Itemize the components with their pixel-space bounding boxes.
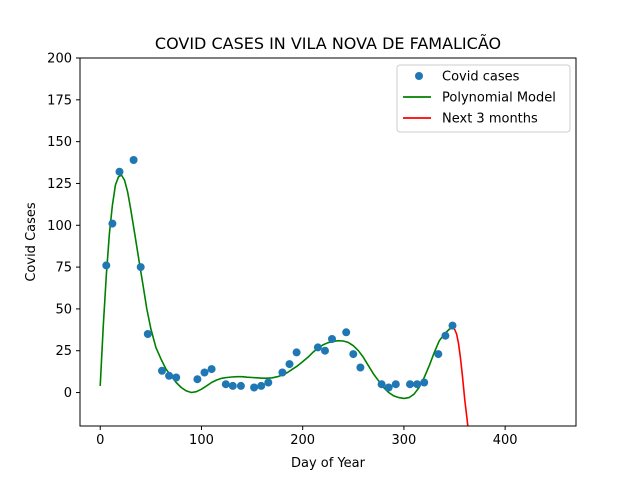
- x-tick-label: 0: [96, 433, 104, 448]
- x-axis: 0 100 200 300 400: [96, 426, 518, 448]
- data-point: [228, 381, 237, 390]
- data-point: [264, 378, 273, 387]
- data-point: [129, 156, 138, 164]
- data-point: [413, 380, 422, 389]
- data-point: [250, 383, 259, 392]
- data-point: [143, 330, 152, 338]
- x-tick-label: 200: [290, 433, 315, 448]
- data-point: [384, 383, 393, 392]
- chart-title: COVID CASES IN VILA NOVA DE FAMALICÃO: [155, 34, 501, 53]
- data-point: [349, 350, 358, 359]
- series-line-1: [453, 328, 469, 426]
- data-point: [257, 381, 266, 390]
- data-point: [321, 346, 329, 355]
- legend-label: Polynomial Model: [442, 91, 556, 106]
- data-point: [391, 380, 400, 389]
- x-axis-label: Day of Year: [291, 456, 366, 471]
- legend-label: Covid cases: [442, 70, 520, 85]
- data-point: [434, 350, 443, 359]
- data-point: [278, 368, 287, 377]
- y-tick-label: 50: [55, 302, 72, 317]
- plot-frame: [79, 57, 577, 427]
- data-point: [193, 375, 202, 384]
- y-tick-label: 150: [47, 135, 72, 150]
- data-point: [136, 263, 145, 272]
- data-point: [165, 371, 174, 380]
- data-point: [207, 365, 216, 374]
- data-point: [236, 381, 245, 390]
- legend-marker: [415, 72, 423, 80]
- data-point: [313, 343, 322, 352]
- x-tick-label: 100: [189, 433, 214, 448]
- y-tick-label: 200: [47, 52, 72, 67]
- data-point: [328, 335, 336, 343]
- data-point: [285, 360, 294, 369]
- data-point: [108, 219, 117, 228]
- y-axis: 0 25 50 75 100 125 150 175 200: [47, 52, 80, 401]
- data-point: [102, 261, 111, 270]
- data-point: [448, 321, 457, 330]
- data-point: [406, 380, 414, 389]
- y-tick-label: 25: [55, 344, 72, 359]
- x-tick-label: 400: [493, 433, 518, 448]
- legend-label: Next 3 months: [442, 112, 538, 127]
- data-point: [115, 167, 124, 176]
- data-point: [420, 378, 429, 387]
- data-point: [158, 366, 166, 375]
- data-point: [172, 373, 181, 382]
- series-line-0: [99, 174, 455, 400]
- data-point: [221, 380, 230, 389]
- y-tick-label: 175: [47, 93, 72, 108]
- y-tick-label: 125: [47, 177, 72, 192]
- data-point: [292, 348, 301, 357]
- plot-area: [99, 156, 469, 426]
- y-tick-label: 0: [64, 386, 72, 401]
- data-point: [200, 368, 209, 377]
- y-tick-label: 75: [55, 261, 72, 276]
- legend-box: [396, 64, 571, 133]
- legend: Covid cases Polynomial Model Next 3 months: [396, 64, 571, 133]
- data-point: [441, 331, 450, 340]
- y-axis-label: Covid Cases: [24, 202, 39, 282]
- y-tick-label: 100: [47, 219, 72, 234]
- x-tick-label: 300: [392, 433, 417, 448]
- data-point: [356, 363, 365, 372]
- data-point: [342, 328, 351, 337]
- data-point: [377, 380, 386, 389]
